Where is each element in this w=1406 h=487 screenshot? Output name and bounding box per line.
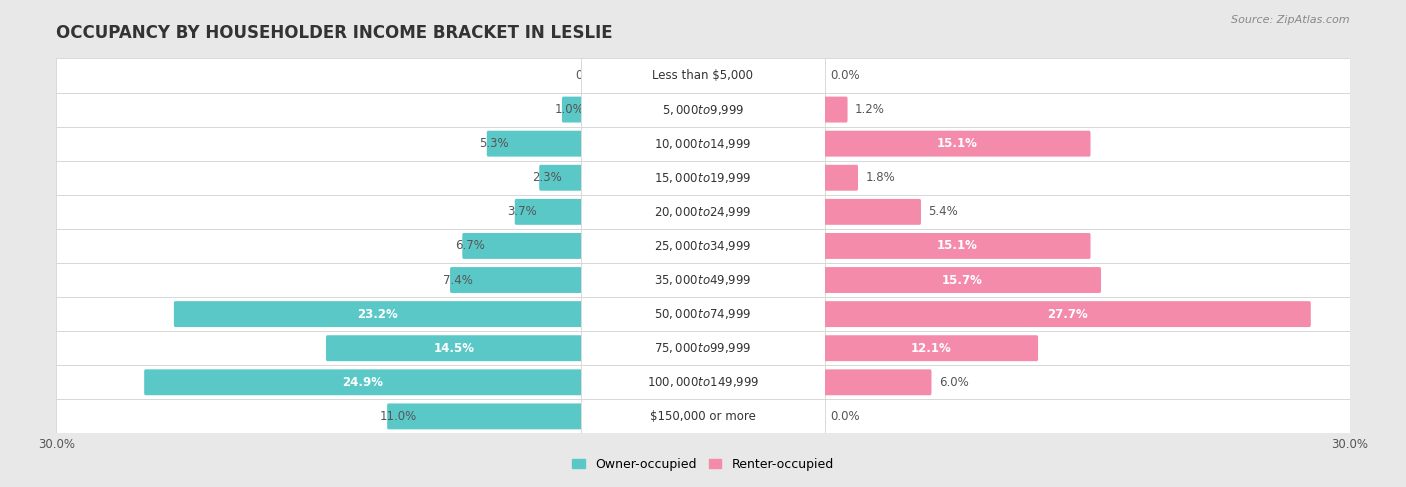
FancyBboxPatch shape	[824, 96, 848, 123]
FancyBboxPatch shape	[56, 195, 581, 229]
Text: 1.2%: 1.2%	[855, 103, 884, 116]
FancyBboxPatch shape	[824, 369, 931, 395]
Text: 0.0%: 0.0%	[831, 410, 860, 423]
FancyBboxPatch shape	[562, 96, 582, 123]
FancyBboxPatch shape	[56, 399, 581, 433]
FancyBboxPatch shape	[540, 165, 582, 191]
FancyBboxPatch shape	[581, 127, 825, 161]
FancyBboxPatch shape	[56, 93, 581, 127]
FancyBboxPatch shape	[824, 301, 1310, 327]
FancyBboxPatch shape	[825, 297, 1350, 331]
FancyBboxPatch shape	[825, 127, 1350, 161]
FancyBboxPatch shape	[581, 399, 825, 433]
Text: 11.0%: 11.0%	[380, 410, 416, 423]
FancyBboxPatch shape	[824, 131, 1091, 157]
Text: 23.2%: 23.2%	[357, 308, 398, 320]
Text: 1.8%: 1.8%	[866, 171, 896, 184]
Text: $150,000 or more: $150,000 or more	[650, 410, 756, 423]
Text: 15.1%: 15.1%	[936, 240, 977, 252]
Text: 27.7%: 27.7%	[1047, 308, 1088, 320]
FancyBboxPatch shape	[56, 161, 581, 195]
Text: $20,000 to $24,999: $20,000 to $24,999	[654, 205, 752, 219]
Text: 5.4%: 5.4%	[928, 206, 959, 218]
Text: 2.3%: 2.3%	[531, 171, 561, 184]
Text: 1.0%: 1.0%	[554, 103, 583, 116]
Text: $100,000 to $149,999: $100,000 to $149,999	[647, 375, 759, 389]
FancyBboxPatch shape	[581, 331, 825, 365]
Text: $15,000 to $19,999: $15,000 to $19,999	[654, 171, 752, 185]
Text: $50,000 to $74,999: $50,000 to $74,999	[654, 307, 752, 321]
FancyBboxPatch shape	[825, 229, 1350, 263]
FancyBboxPatch shape	[824, 165, 858, 191]
Text: 3.7%: 3.7%	[508, 206, 537, 218]
FancyBboxPatch shape	[326, 335, 582, 361]
FancyBboxPatch shape	[581, 93, 825, 127]
FancyBboxPatch shape	[581, 229, 825, 263]
FancyBboxPatch shape	[56, 331, 581, 365]
FancyBboxPatch shape	[825, 195, 1350, 229]
FancyBboxPatch shape	[581, 297, 825, 331]
FancyBboxPatch shape	[450, 267, 582, 293]
FancyBboxPatch shape	[486, 131, 582, 157]
FancyBboxPatch shape	[581, 161, 825, 195]
FancyBboxPatch shape	[145, 369, 582, 395]
Text: 0.0%: 0.0%	[575, 69, 605, 82]
Text: OCCUPANCY BY HOUSEHOLDER INCOME BRACKET IN LESLIE: OCCUPANCY BY HOUSEHOLDER INCOME BRACKET …	[56, 24, 613, 42]
Text: Less than $5,000: Less than $5,000	[652, 69, 754, 82]
FancyBboxPatch shape	[463, 233, 582, 259]
Text: 12.1%: 12.1%	[911, 342, 952, 355]
FancyBboxPatch shape	[56, 297, 581, 331]
Text: $5,000 to $9,999: $5,000 to $9,999	[662, 103, 744, 116]
FancyBboxPatch shape	[824, 233, 1091, 259]
Text: 5.3%: 5.3%	[479, 137, 509, 150]
Text: 6.7%: 6.7%	[454, 240, 485, 252]
FancyBboxPatch shape	[825, 365, 1350, 399]
FancyBboxPatch shape	[581, 195, 825, 229]
Text: 6.0%: 6.0%	[939, 376, 969, 389]
Text: 7.4%: 7.4%	[443, 274, 472, 286]
Text: $25,000 to $34,999: $25,000 to $34,999	[654, 239, 752, 253]
FancyBboxPatch shape	[824, 267, 1101, 293]
FancyBboxPatch shape	[825, 58, 1350, 93]
FancyBboxPatch shape	[825, 399, 1350, 433]
FancyBboxPatch shape	[825, 263, 1350, 297]
Text: $35,000 to $49,999: $35,000 to $49,999	[654, 273, 752, 287]
FancyBboxPatch shape	[825, 331, 1350, 365]
FancyBboxPatch shape	[581, 365, 825, 399]
FancyBboxPatch shape	[581, 58, 825, 93]
Text: Source: ZipAtlas.com: Source: ZipAtlas.com	[1232, 15, 1350, 25]
FancyBboxPatch shape	[387, 403, 582, 430]
FancyBboxPatch shape	[56, 365, 581, 399]
FancyBboxPatch shape	[825, 93, 1350, 127]
FancyBboxPatch shape	[56, 127, 581, 161]
FancyBboxPatch shape	[56, 229, 581, 263]
Text: 14.5%: 14.5%	[433, 342, 474, 355]
FancyBboxPatch shape	[825, 161, 1350, 195]
FancyBboxPatch shape	[56, 58, 581, 93]
Text: $75,000 to $99,999: $75,000 to $99,999	[654, 341, 752, 355]
Text: 0.0%: 0.0%	[831, 69, 860, 82]
FancyBboxPatch shape	[824, 335, 1038, 361]
FancyBboxPatch shape	[581, 263, 825, 297]
Text: 15.7%: 15.7%	[942, 274, 983, 286]
Text: $10,000 to $14,999: $10,000 to $14,999	[654, 137, 752, 150]
Legend: Owner-occupied, Renter-occupied: Owner-occupied, Renter-occupied	[568, 453, 838, 476]
FancyBboxPatch shape	[824, 199, 921, 225]
FancyBboxPatch shape	[515, 199, 582, 225]
Text: 24.9%: 24.9%	[343, 376, 384, 389]
Text: 15.1%: 15.1%	[936, 137, 977, 150]
FancyBboxPatch shape	[56, 263, 581, 297]
FancyBboxPatch shape	[174, 301, 582, 327]
